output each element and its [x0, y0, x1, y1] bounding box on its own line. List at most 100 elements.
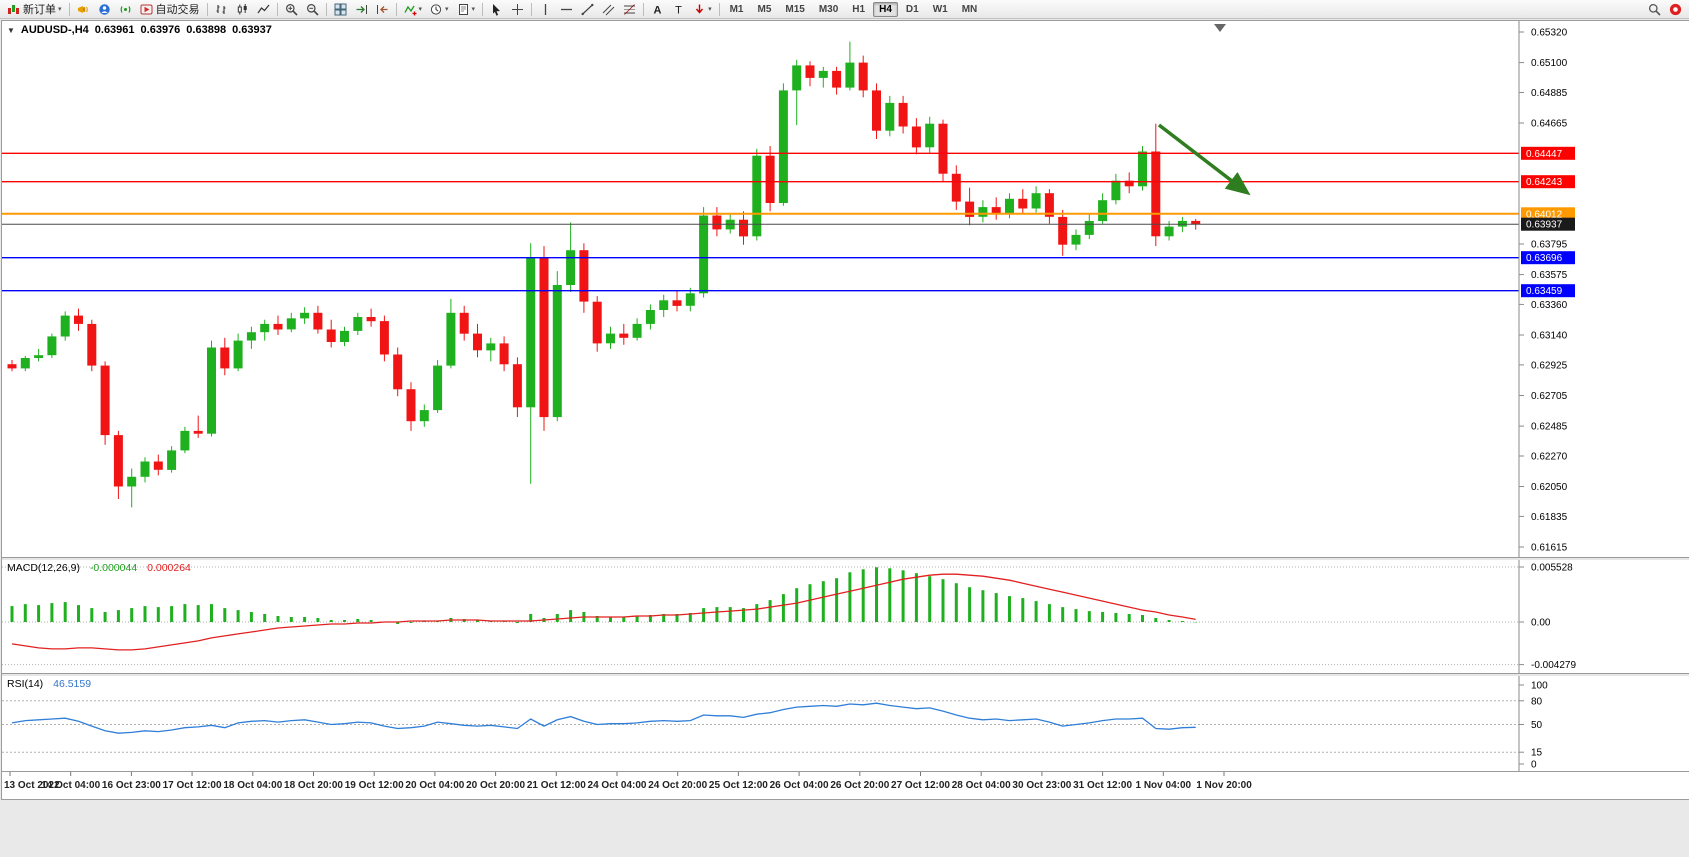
candle [7, 360, 17, 372]
candle [473, 323, 482, 358]
timeframe-D1[interactable]: D1 [905, 3, 919, 15]
templates-button[interactable]: ▾ [454, 0, 479, 18]
panel-splitter[interactable] [2, 673, 1689, 676]
tile-windows-button[interactable] [331, 0, 350, 18]
macd-histogram [10, 567, 1198, 624]
macd-chart-canvas[interactable]: 0.005528 0.00 -0.004279 [2, 560, 1689, 673]
price-tick-label: 0.63140 [1531, 331, 1568, 342]
notification-button[interactable] [1666, 0, 1685, 18]
trendline-button[interactable] [578, 0, 597, 18]
candle [446, 298, 456, 369]
candle [965, 187, 975, 226]
megaphone-button[interactable] [74, 0, 93, 18]
date-tick-label: 28 Oct 04:00 [952, 780, 1011, 791]
date-tick-label: 18 Oct 04:00 [223, 780, 282, 791]
chart-shift-icon [376, 3, 389, 16]
toolbar-separator [276, 2, 278, 16]
macd-axis-area[interactable] [1519, 560, 1689, 673]
price-tick-label: 0.64665 [1531, 119, 1568, 130]
date-tick-label: 30 Oct 23:00 [1012, 780, 1071, 791]
ohlc-open: 0.63961 [94, 24, 135, 36]
trend-arrow[interactable] [1157, 123, 1251, 196]
rsi-axis-area[interactable] [1519, 676, 1689, 771]
price-tick-label: 0.63795 [1531, 240, 1568, 251]
collapse-triangle-icon[interactable]: ▼ [7, 25, 15, 35]
pivot-orange-price-label [1521, 207, 1575, 221]
auto-scroll-button[interactable] [352, 0, 371, 18]
candle [552, 271, 562, 422]
fibonacci-button[interactable] [620, 0, 639, 18]
candle [379, 315, 389, 362]
resistance-upper-price-label [1521, 146, 1575, 160]
candle [1018, 189, 1028, 215]
notification-icon [1669, 3, 1682, 16]
timeframe-M30[interactable]: M30 [818, 3, 839, 15]
price-chart-canvas[interactable]: 0.65320 0.65100 0.64885 0.64665 0.63795 0.635… [2, 21, 1689, 557]
vertical-line-button[interactable] [536, 0, 555, 18]
candle [765, 146, 775, 212]
rsi-chart-canvas[interactable]: 100 80 50 150 [2, 676, 1689, 771]
price-tick-label: 0.63360 [1531, 300, 1568, 311]
line-chart-button[interactable] [254, 0, 273, 18]
candle [313, 305, 323, 334]
rsi-tick-label: 100 [1531, 681, 1548, 692]
text-label-icon: T [672, 3, 685, 16]
indicators-button[interactable]: ▾ [401, 0, 426, 18]
channel-button[interactable] [599, 0, 618, 18]
date-tick-label: 24 Oct 04:00 [588, 780, 647, 791]
candle [978, 200, 988, 223]
candle [286, 312, 296, 333]
zoom-out-button[interactable] [303, 0, 322, 18]
candle [1031, 186, 1041, 213]
signal-icon [119, 3, 132, 16]
candle [233, 333, 243, 372]
timeframe-M5[interactable]: M5 [757, 3, 772, 15]
candle [606, 326, 615, 349]
candle [47, 333, 57, 358]
horizontal-line-button[interactable] [557, 0, 576, 18]
macd-name: MACD(12,26,9) [7, 562, 80, 574]
timeframe-H1[interactable]: H1 [852, 3, 866, 15]
rsi-name: RSI(14) [7, 678, 44, 690]
periods-button[interactable]: ▾ [427, 0, 452, 18]
date-tick-label: 1 Nov 04:00 [1136, 780, 1192, 791]
candle-chart-button[interactable] [233, 0, 252, 18]
timeframe-W1[interactable]: W1 [932, 3, 948, 15]
chart-shift-button[interactable] [373, 0, 392, 18]
timeframe-M15[interactable]: M15 [785, 3, 805, 15]
candle [207, 340, 216, 437]
price-tick-label: 0.63575 [1531, 270, 1568, 281]
cursor-button[interactable] [487, 0, 506, 18]
candle [672, 290, 682, 312]
candle [87, 319, 97, 372]
text-button[interactable]: A [648, 0, 667, 18]
signal-button[interactable] [116, 0, 135, 18]
community-button[interactable] [95, 0, 114, 18]
timeframe-MN[interactable]: MN [961, 3, 978, 15]
timeframe-H4[interactable]: H4 [873, 1, 898, 17]
candle [699, 207, 709, 298]
search-button[interactable] [1645, 0, 1664, 18]
time-axis[interactable]: 13 Oct 2022 14 Oct 04:00 16 Oct 23:00 17 Oc… [2, 771, 1689, 799]
new-order-button[interactable]: 新订单 ▾ [4, 0, 65, 18]
price-tick-label: 0.62705 [1531, 391, 1568, 402]
chart-shift-marker-icon[interactable] [1214, 24, 1226, 32]
toolbar-separator [325, 2, 327, 16]
templates-icon [457, 3, 470, 16]
arrows-button[interactable]: ▾ [690, 0, 715, 18]
panel-splitter[interactable] [2, 557, 1689, 560]
timeframe-M1[interactable]: M1 [729, 3, 744, 15]
bar-chart-button[interactable] [212, 0, 231, 18]
autotrading-button[interactable]: 自动交易 [137, 0, 203, 18]
autotrading-label: 自动交易 [155, 4, 200, 16]
candle [739, 211, 748, 245]
zoom-in-button[interactable] [282, 0, 301, 18]
candle [1151, 123, 1161, 247]
crosshair-button[interactable] [508, 0, 527, 18]
price-tick-label: 0.64885 [1531, 88, 1568, 99]
text-label-button[interactable]: T [669, 0, 688, 18]
candle [685, 287, 695, 312]
candle [911, 118, 921, 155]
date-tick-label: 24 Oct 20:00 [648, 780, 707, 791]
